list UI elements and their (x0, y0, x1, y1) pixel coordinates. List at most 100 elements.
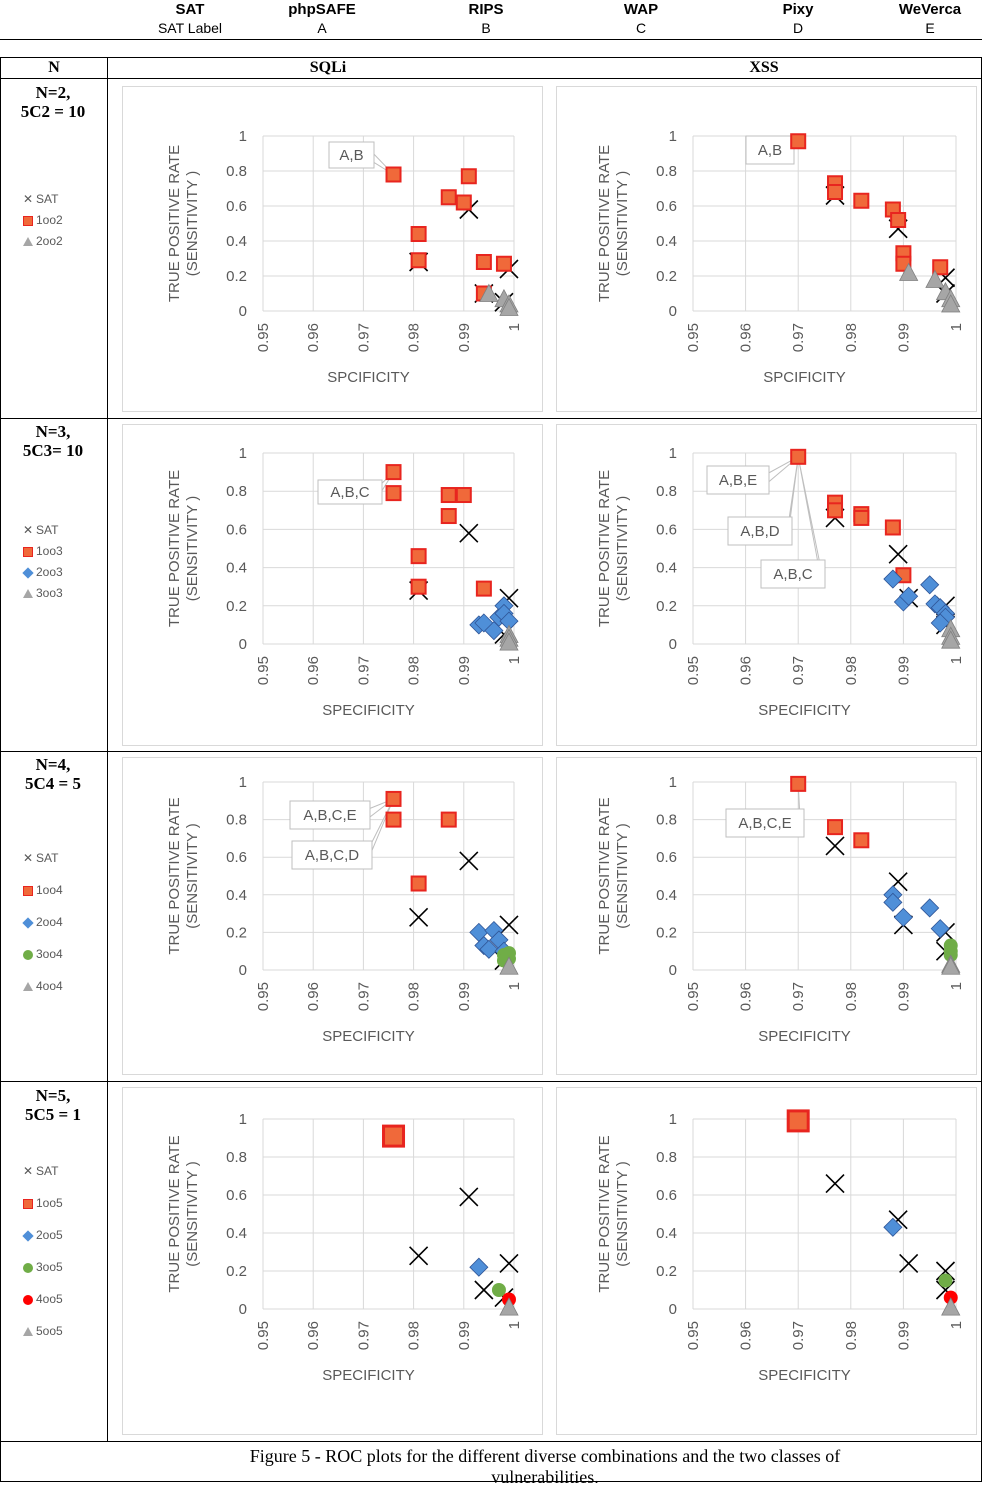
diamond-point (469, 1257, 489, 1277)
legend-n5: ✕ SAT 1oo5 2oo5 3oo5 4oo5 5oo5 (22, 1155, 63, 1347)
chart-svg: 0 0.2 0.4 0.6 0.8 1 0.95 0.96 0.97 0.98 0.99 1 SPCIF… (122, 86, 543, 412)
chart-svg: 0 0.2 0.4 0.6 0.8 1 0.95 0.96 0.97 0.98 0.99 1 SPECI… (122, 424, 543, 746)
y-tick-label: 0 (669, 303, 677, 320)
annotation-label: A,B,C,E (738, 815, 791, 832)
annotation-label: A,B (339, 147, 363, 164)
sat-point (459, 1187, 479, 1207)
x-tick-label: 0.96 (305, 1321, 322, 1350)
diamond-marker-icon (22, 562, 34, 583)
square-point (827, 184, 844, 200)
annotation-label: A,B,C (330, 484, 369, 501)
x-tick-label: 0.95 (685, 1321, 702, 1350)
y-tick-label: 0.4 (656, 560, 677, 577)
y-tick-label: 0 (669, 1301, 677, 1318)
legend-label: 3oo3 (36, 586, 63, 600)
y-axis-label: TRUE POSITIVE RATE (596, 470, 613, 627)
square-point (786, 1109, 810, 1133)
y-axis-label: TRUE POSITIVE RATE (166, 797, 183, 954)
column-header-rule (0, 78, 982, 79)
diamond-point (883, 569, 903, 589)
triangle-marker-icon (22, 1315, 34, 1347)
triangle-point (898, 262, 919, 281)
y-tick-label: 1 (669, 774, 677, 791)
y-tick-label: 0.8 (226, 483, 247, 500)
chart-n3-xss: 0 0.2 0.4 0.6 0.8 1 0.95 0.96 0.97 0.98 0.99 1 SPECI… (556, 424, 977, 746)
triangle-point (941, 956, 961, 975)
x-tick-label: 0.95 (255, 656, 272, 685)
x-tick-label: 0.97 (790, 1321, 807, 1350)
chart-n5-sqli: 0 0.2 0.4 0.6 0.8 1 0.95 0.96 0.97 0.98 0.99 1 SPECI… (122, 1087, 543, 1435)
y-tick-label: 0 (669, 962, 677, 979)
square-point (475, 254, 492, 270)
x-tick-label: 0.96 (738, 982, 755, 1011)
y-tick-label: 0.2 (656, 598, 677, 615)
callout-box (725, 808, 805, 838)
x-tick-label: 1 (506, 1321, 523, 1329)
chart-svg: 0 0.2 0.4 0.6 0.8 1 0.95 0.96 0.97 0.98 0.99 1 SPECI… (122, 1087, 543, 1435)
y-tick-label: 0.6 (226, 198, 247, 215)
annotation-callout: A,B (745, 135, 800, 165)
sat-point (459, 851, 479, 871)
y-tick-label: 0.6 (656, 198, 677, 215)
y-tick-label: 0.8 (226, 163, 247, 180)
legend-item: 2oo4 (22, 906, 63, 938)
legend-label: 1oo3 (36, 544, 63, 558)
square-marker-icon (22, 1187, 34, 1219)
xss-column-header: XSS (749, 59, 779, 76)
y-axis-label: TRUE POSITIVE RATE (596, 797, 613, 954)
sqli-column-header: SQLi (309, 59, 347, 76)
y-tick-label: 0.2 (226, 924, 247, 941)
square-point (440, 487, 457, 504)
annotation-label: A,B,C,D (305, 847, 359, 864)
legend-label: 2oo2 (36, 234, 63, 248)
legend-n4: ✕ SAT 1oo4 2oo4 3oo4 4oo4 (22, 842, 63, 1002)
x-tick-label: 0.98 (843, 656, 860, 685)
y-tick-label: 0.8 (226, 812, 247, 829)
y-axis-label: (SENSITIVITY ) (614, 171, 631, 277)
x-tick-label: 0.99 (456, 656, 473, 685)
x-tick-label: 0.99 (895, 656, 912, 685)
x-tick-label: 0.99 (895, 1321, 912, 1350)
chart-frame (556, 1087, 977, 1435)
square-point (790, 448, 807, 465)
legend-label: SAT (36, 523, 59, 537)
square-point (884, 519, 901, 536)
y-tick-label: 0.4 (656, 233, 677, 250)
x-tick-label: 0.99 (895, 323, 912, 352)
legend-item: 3oo3 (22, 583, 63, 604)
legend-label: SAT (36, 1164, 59, 1178)
y-axis-label: (SENSITIVITY ) (184, 496, 201, 602)
legend-item: ✕ SAT (22, 189, 63, 210)
y-tick-label: 0 (669, 636, 677, 653)
triangle-point (941, 630, 961, 649)
x-tick-label: 0.97 (355, 1321, 372, 1350)
legend-item: 1oo4 (22, 874, 63, 906)
legend-item: 1oo2 (22, 210, 63, 231)
square-point (495, 255, 512, 272)
header-label-d: D (792, 20, 804, 36)
row-label-line: N=3, (35, 422, 71, 441)
triangle-point (925, 269, 945, 288)
sat-point (825, 1174, 845, 1194)
square-point (385, 485, 402, 502)
x-tick-label: 0.96 (305, 323, 322, 352)
x-tick-label: 0.98 (406, 656, 423, 685)
y-axis-label: (SENSITIVITY ) (184, 823, 201, 929)
x-tick-label: 0.98 (406, 982, 423, 1011)
chart-n2-xss: 0 0.2 0.4 0.6 0.8 1 0.95 0.96 0.97 0.98 0.99 1 SPCIF… (556, 86, 977, 412)
sat-point (459, 523, 479, 543)
square-point (440, 189, 457, 206)
legend-label: 1oo4 (36, 883, 63, 897)
y-tick-label: 0.8 (656, 483, 677, 500)
legend-label: 1oo2 (36, 213, 63, 227)
x-tick-label: 0.99 (456, 323, 473, 352)
row-label-n2: N=2, 5C2 = 10 (0, 83, 106, 121)
sat-point (499, 1253, 519, 1273)
annotation-callout: A,B,C (760, 456, 826, 589)
y-tick-label: 0 (239, 1301, 247, 1318)
callout-box (328, 141, 375, 169)
triangle-marker-icon (22, 970, 34, 1002)
triangle-point (941, 294, 961, 313)
diamond-point (883, 1217, 903, 1237)
x-tick-label: 0.97 (355, 982, 372, 1011)
